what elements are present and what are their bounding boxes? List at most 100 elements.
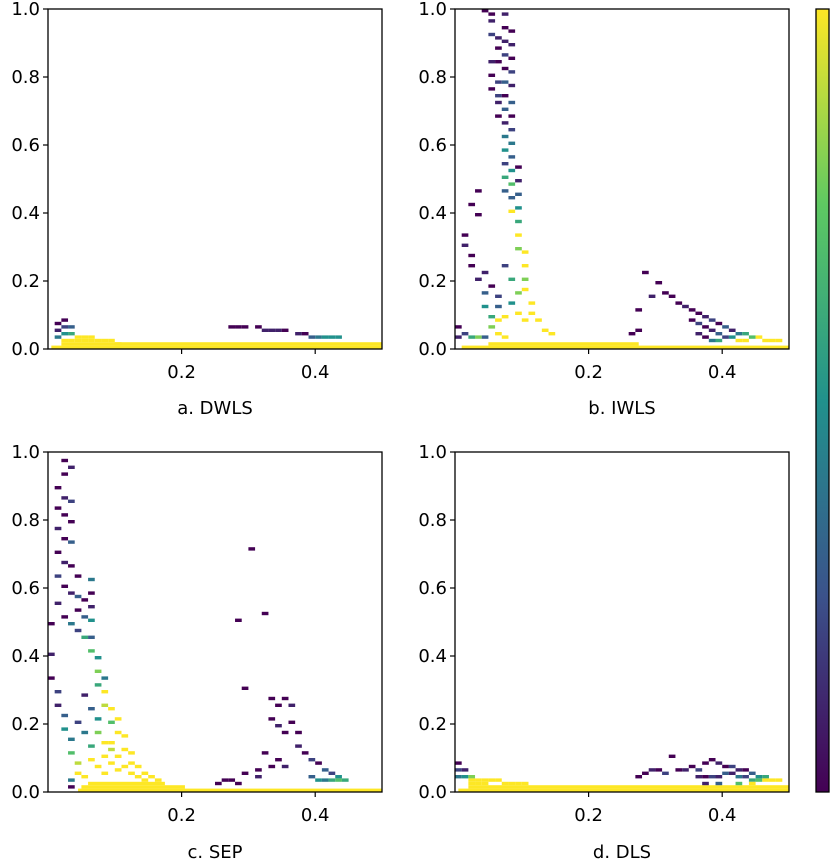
heatmap-cell-b-51 xyxy=(521,277,529,281)
heatmap-cell-c-92 xyxy=(275,703,282,707)
heatmap-cell-c-15 xyxy=(54,574,62,578)
heatmap-cell-c-18 xyxy=(74,574,82,578)
heatmap-cell-c-38 xyxy=(101,690,109,694)
heatmap-cell-b-107 xyxy=(735,332,743,336)
heatmap-cell-c-54 xyxy=(48,676,55,680)
heatmap-cell-d-35 xyxy=(748,771,756,775)
heatmap-cell-b-40 xyxy=(508,196,516,200)
ticks-d: 0.0 0.2 0.4 0.6 0.8 1.0 0.2 0.4 xyxy=(418,442,736,826)
heatmap-cell-a-23 xyxy=(255,325,262,329)
heatmap-cell-c-42 xyxy=(114,717,122,721)
heatmap-cell-a-4 xyxy=(61,325,69,329)
heatmap-cell-c-56 xyxy=(54,703,62,707)
heatmap-cell-a-3 xyxy=(61,318,69,322)
heatmap-cell-b-70 xyxy=(468,264,476,268)
heatmap-cell-c-98 xyxy=(288,720,296,724)
xtick-label-b-1: 0.4 xyxy=(708,362,737,383)
heatmap-cell-b-84 xyxy=(455,325,462,329)
heatmap-cell-c-50 xyxy=(148,775,155,779)
heatmap-cell-c-53 xyxy=(48,652,55,656)
ytick-label-c-0: 0.0 xyxy=(11,782,40,803)
heatmap-cell-a-33 xyxy=(328,335,336,339)
heatmap-cell-b-101 xyxy=(695,311,703,315)
ytick-label-a-4: 0.8 xyxy=(11,67,40,88)
heatmap-cell-c-11 xyxy=(68,540,75,544)
heatmap-cell-b-92 xyxy=(662,291,669,295)
heatmap-cell-c-74 xyxy=(101,741,109,745)
heatmap-cell-d-39 xyxy=(775,778,783,782)
heatmap-cell-b-82 xyxy=(501,315,509,319)
heatmap-cell-d-22 xyxy=(662,771,669,775)
heatmap-cell-d-34 xyxy=(742,768,749,772)
heatmap-cell-c-19 xyxy=(74,594,82,599)
heatmap-cell-c-23 xyxy=(68,622,75,626)
heatmap-cell-c-30 xyxy=(88,605,95,609)
heatmap-cell-b-123 xyxy=(708,338,716,343)
heatmap-cell-d-28 xyxy=(702,761,709,765)
heatmap-cells-c xyxy=(48,458,382,792)
ytick-label-a-5: 1.0 xyxy=(11,0,40,20)
ytick-label-d-4: 0.8 xyxy=(418,510,447,531)
colorbar-gradient xyxy=(816,9,829,792)
heatmap-cell-a-29 xyxy=(301,332,309,336)
heatmap-cell-b-71 xyxy=(475,277,482,281)
heatmap-cell-c-25 xyxy=(81,598,89,602)
heatmap-cell-d-23 xyxy=(668,754,676,758)
heatmap-cell-b-97 xyxy=(668,294,676,298)
heatmap-cell-b-48 xyxy=(515,247,522,251)
heatmap-cell-c-69 xyxy=(101,771,109,775)
heatmap-cell-b-58 xyxy=(501,264,509,268)
heatmap-cell-b-22 xyxy=(501,121,509,125)
xtick-label-d-1: 0.4 xyxy=(708,805,737,826)
heatmap-cell-c-60 xyxy=(68,751,75,755)
ytick-label-c-4: 0.8 xyxy=(11,510,40,531)
ytick-label-b-1: 0.2 xyxy=(418,271,447,292)
heatmap-cell-c-46 xyxy=(128,751,135,755)
heatmap-cell-c-75 xyxy=(101,754,109,758)
heatmap-cell-b-9 xyxy=(495,80,502,84)
heatmap-cell-b-36 xyxy=(508,141,516,145)
heatmap-cell-a-16 xyxy=(94,338,102,343)
heatmap-cell-c-35 xyxy=(94,669,102,673)
heatmap-cell-d-27 xyxy=(695,768,703,772)
heatmap-cell-c-67 xyxy=(88,758,95,762)
heatmap-cell-c-108 xyxy=(275,758,282,762)
heatmap-cell-d-41 xyxy=(702,775,709,779)
heatmap-cell-a-7 xyxy=(68,325,75,329)
heatmap-cell-c-109 xyxy=(281,764,289,769)
heatmap-cell-c-117 xyxy=(221,778,229,782)
heatmap-cell-d-44 xyxy=(722,771,729,775)
xlabel-c: c. SEP xyxy=(188,842,243,863)
heatmap-cell-c-94 xyxy=(288,703,296,707)
heatmap-cell-b-103 xyxy=(708,318,716,322)
heatmap-cell-c-31 xyxy=(88,618,95,622)
heatmap-cell-d-18 xyxy=(635,775,643,779)
heatmap-cell-b-53 xyxy=(528,301,536,305)
heatmap-cell-a-12 xyxy=(81,335,89,339)
heatmap-cell-c-65 xyxy=(81,730,89,735)
heatmap-cell-b-41 xyxy=(508,209,516,213)
heatmap-cell-b-59 xyxy=(508,277,516,281)
heatmap-cells-b xyxy=(455,9,789,349)
heatmap-cell-b-38 xyxy=(508,168,516,173)
heatmap-band-c-2 xyxy=(88,781,165,786)
heatmap-cell-b-39 xyxy=(508,182,516,186)
heatmap-cell-b-2 xyxy=(488,19,496,23)
heatmap-cell-d-5 xyxy=(468,775,476,779)
heatmap-cell-b-109 xyxy=(748,335,756,339)
ytick-label-d-2: 0.4 xyxy=(418,646,447,667)
heatmap-cell-c-34 xyxy=(94,656,102,660)
heatmap-cell-c-84 xyxy=(141,778,149,782)
heatmap-cell-c-91 xyxy=(268,696,276,701)
heatmap-cell-c-97 xyxy=(281,730,289,735)
ytick-label-d-1: 0.2 xyxy=(418,714,447,735)
heatmap-cell-b-100 xyxy=(688,308,696,312)
heatmap-cell-b-105 xyxy=(722,325,729,329)
plot-frame-d xyxy=(454,451,790,793)
heatmap-cell-b-35 xyxy=(508,128,516,132)
ytick-label-c-2: 0.4 xyxy=(11,646,40,667)
heatmap-cell-d-31 xyxy=(722,764,729,769)
xtick-label-a-0: 0.2 xyxy=(167,362,196,383)
heatmap-band-c-0 xyxy=(78,788,382,792)
heatmap-cell-b-60 xyxy=(515,291,522,295)
